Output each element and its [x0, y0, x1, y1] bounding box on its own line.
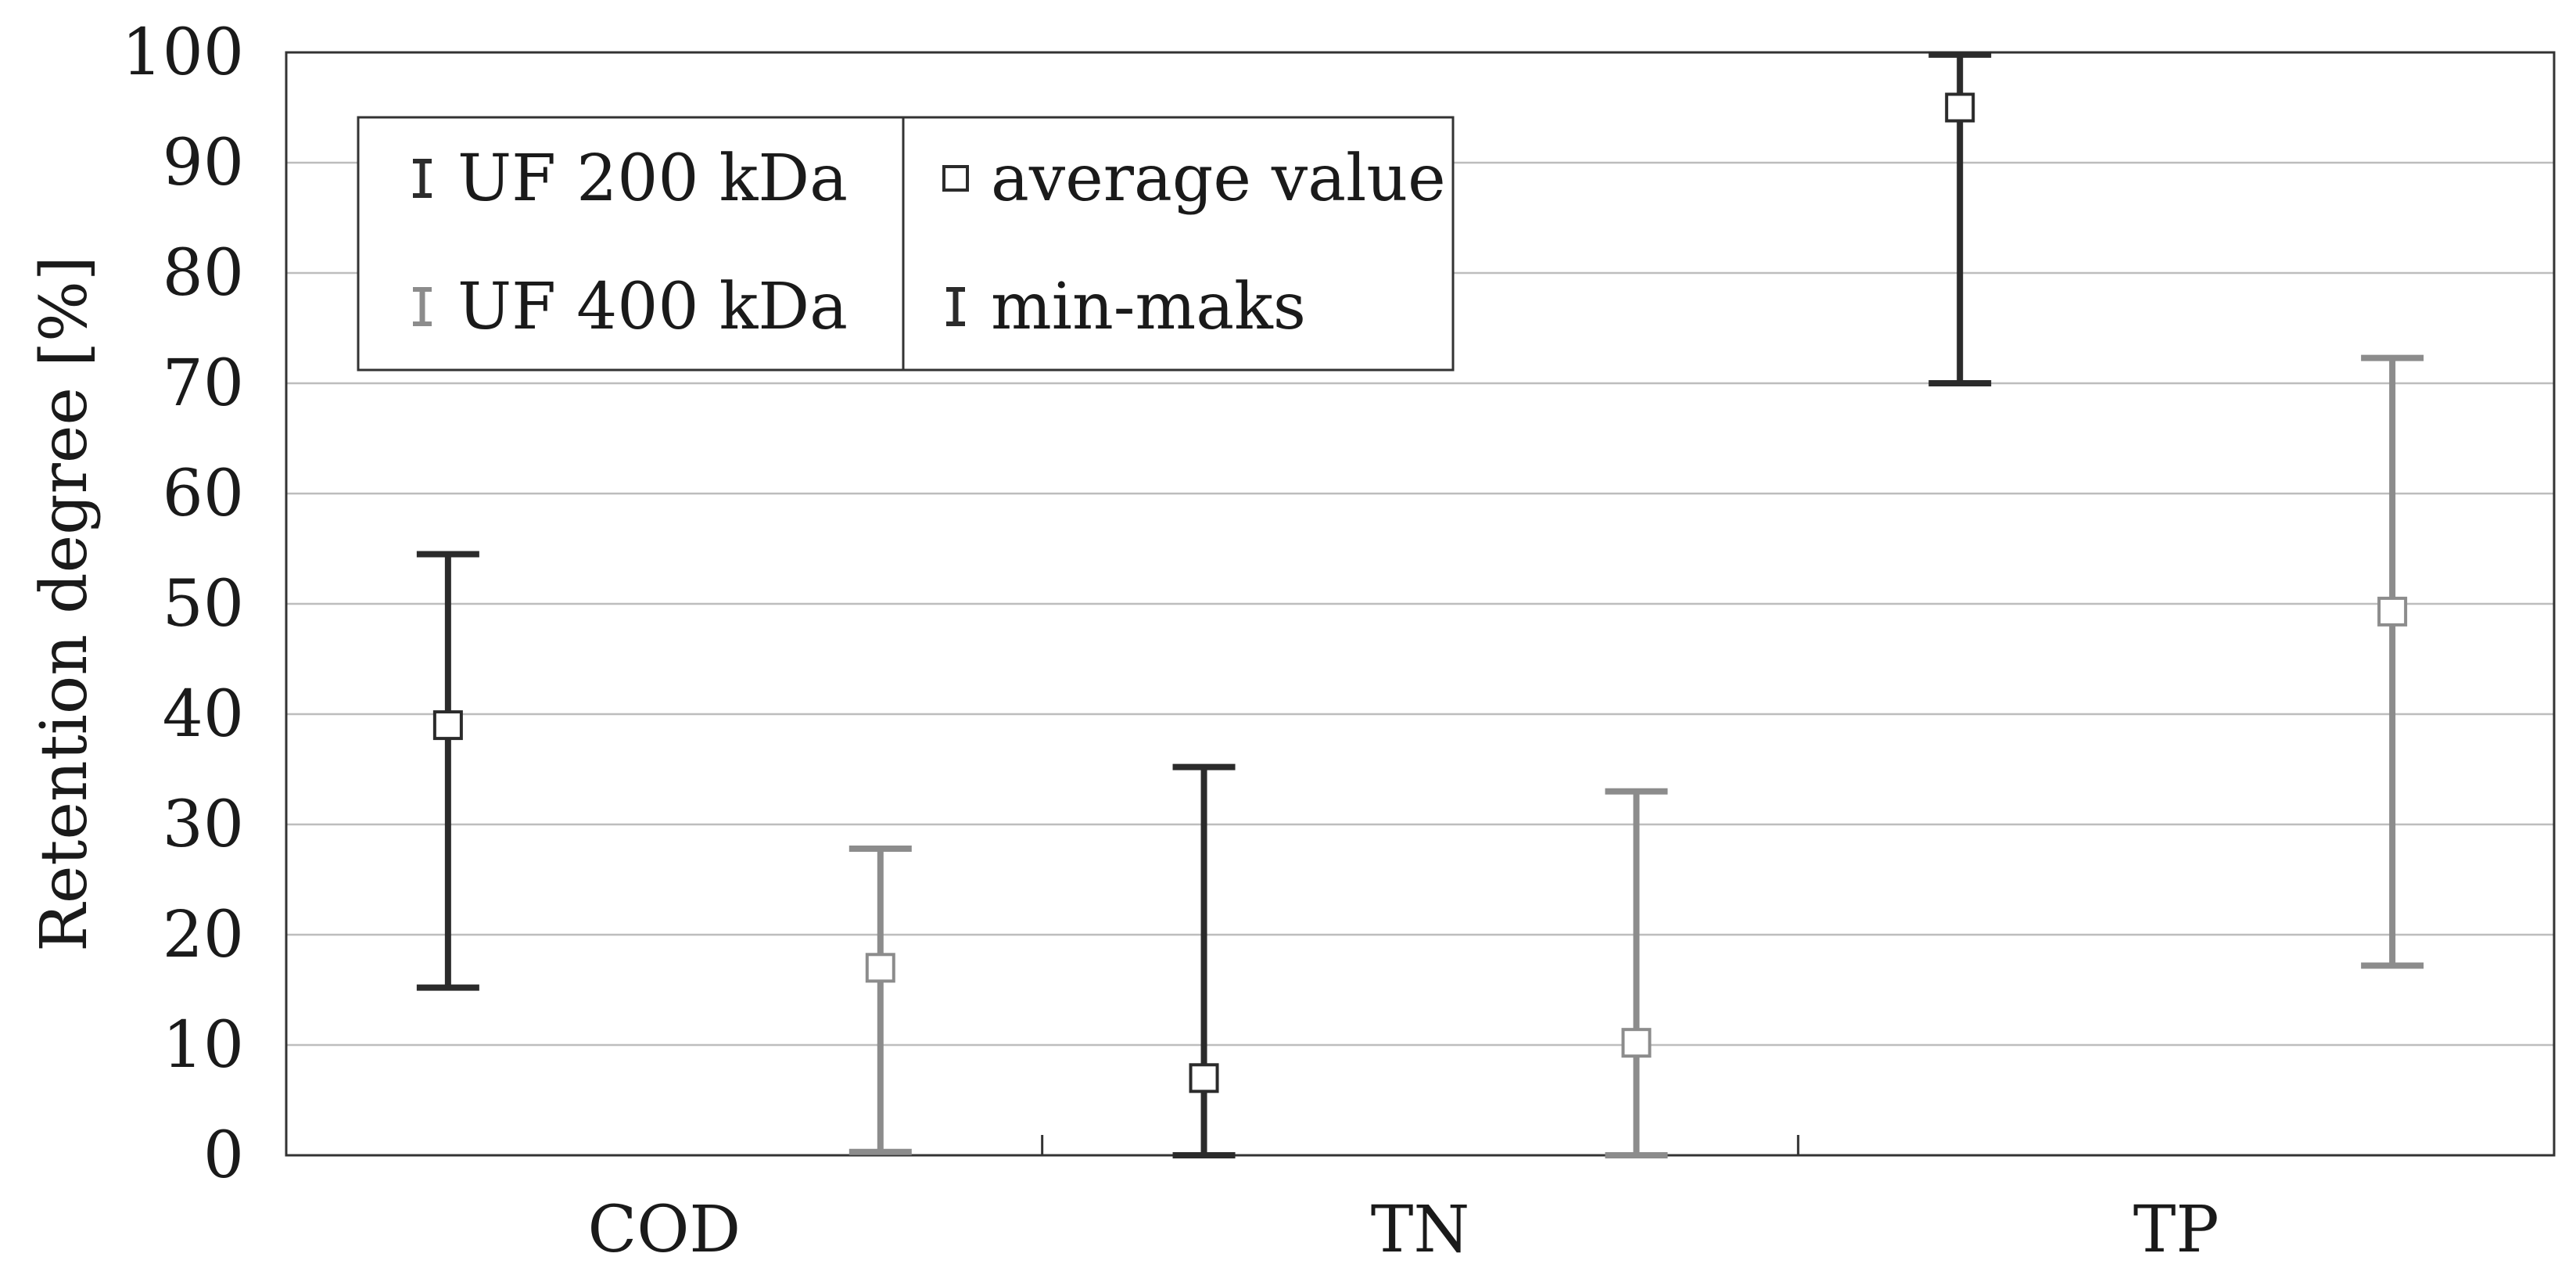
category-label: COD	[587, 1193, 741, 1267]
average-marker	[865, 953, 895, 983]
y-tick-label: 70	[163, 347, 244, 421]
x-axis-category-labels: COD TN TP	[587, 1193, 2219, 1267]
y-tick-label: 90	[163, 126, 244, 200]
average-marker	[1189, 1063, 1219, 1093]
y-tick-label: 30	[163, 788, 244, 862]
legend-entry: UF 200 kDa	[413, 142, 848, 216]
average-marker	[1621, 1028, 1652, 1058]
y-axis-tick-labels: 0 10 20 30 40 50 60 70 80 90 100	[121, 16, 244, 1193]
y-axis-label: Retention degree [%]	[27, 256, 102, 952]
y-tick-label: 40	[163, 677, 244, 752]
legend-label: min-maks	[991, 270, 1306, 344]
legend-entry: average value	[942, 142, 1446, 216]
y-tick-label: 10	[163, 1008, 244, 1083]
error-bars	[416, 51, 2424, 1158]
legend-entry: UF 400 kDa	[413, 270, 848, 344]
legend-box	[357, 116, 1455, 372]
average-marker	[2377, 596, 2408, 627]
legend-entry: min-maks	[946, 270, 1306, 344]
x-axis-ticks	[1041, 1135, 1799, 1155]
error-bar	[1605, 788, 1668, 1158]
average-marker	[432, 710, 463, 741]
legend-label: UF 400 kDa	[457, 270, 848, 344]
legend-square-symbol	[942, 165, 969, 192]
y-tick-label: 20	[163, 898, 244, 972]
y-tick-label: 0	[203, 1119, 244, 1193]
legend: UF 200 kDa average value UF 400 kDa min-mak…	[357, 116, 1455, 372]
category-label: TP	[2133, 1193, 2219, 1267]
y-tick-label: 60	[163, 457, 244, 531]
category-label: TN	[1371, 1193, 1469, 1267]
y-tick-label: 50	[163, 567, 244, 641]
error-bar	[1928, 51, 1992, 386]
error-bar	[1172, 763, 1236, 1158]
y-tick-label: 100	[121, 16, 244, 90]
error-bar	[416, 551, 479, 991]
plot-area-frame	[285, 51, 2556, 1157]
error-bar	[849, 846, 912, 1155]
average-marker	[1945, 92, 1975, 123]
legend-label: average value	[991, 142, 1446, 216]
legend-label: UF 200 kDa	[457, 142, 848, 216]
y-tick-label: 80	[163, 236, 244, 311]
error-bar	[2361, 354, 2424, 969]
